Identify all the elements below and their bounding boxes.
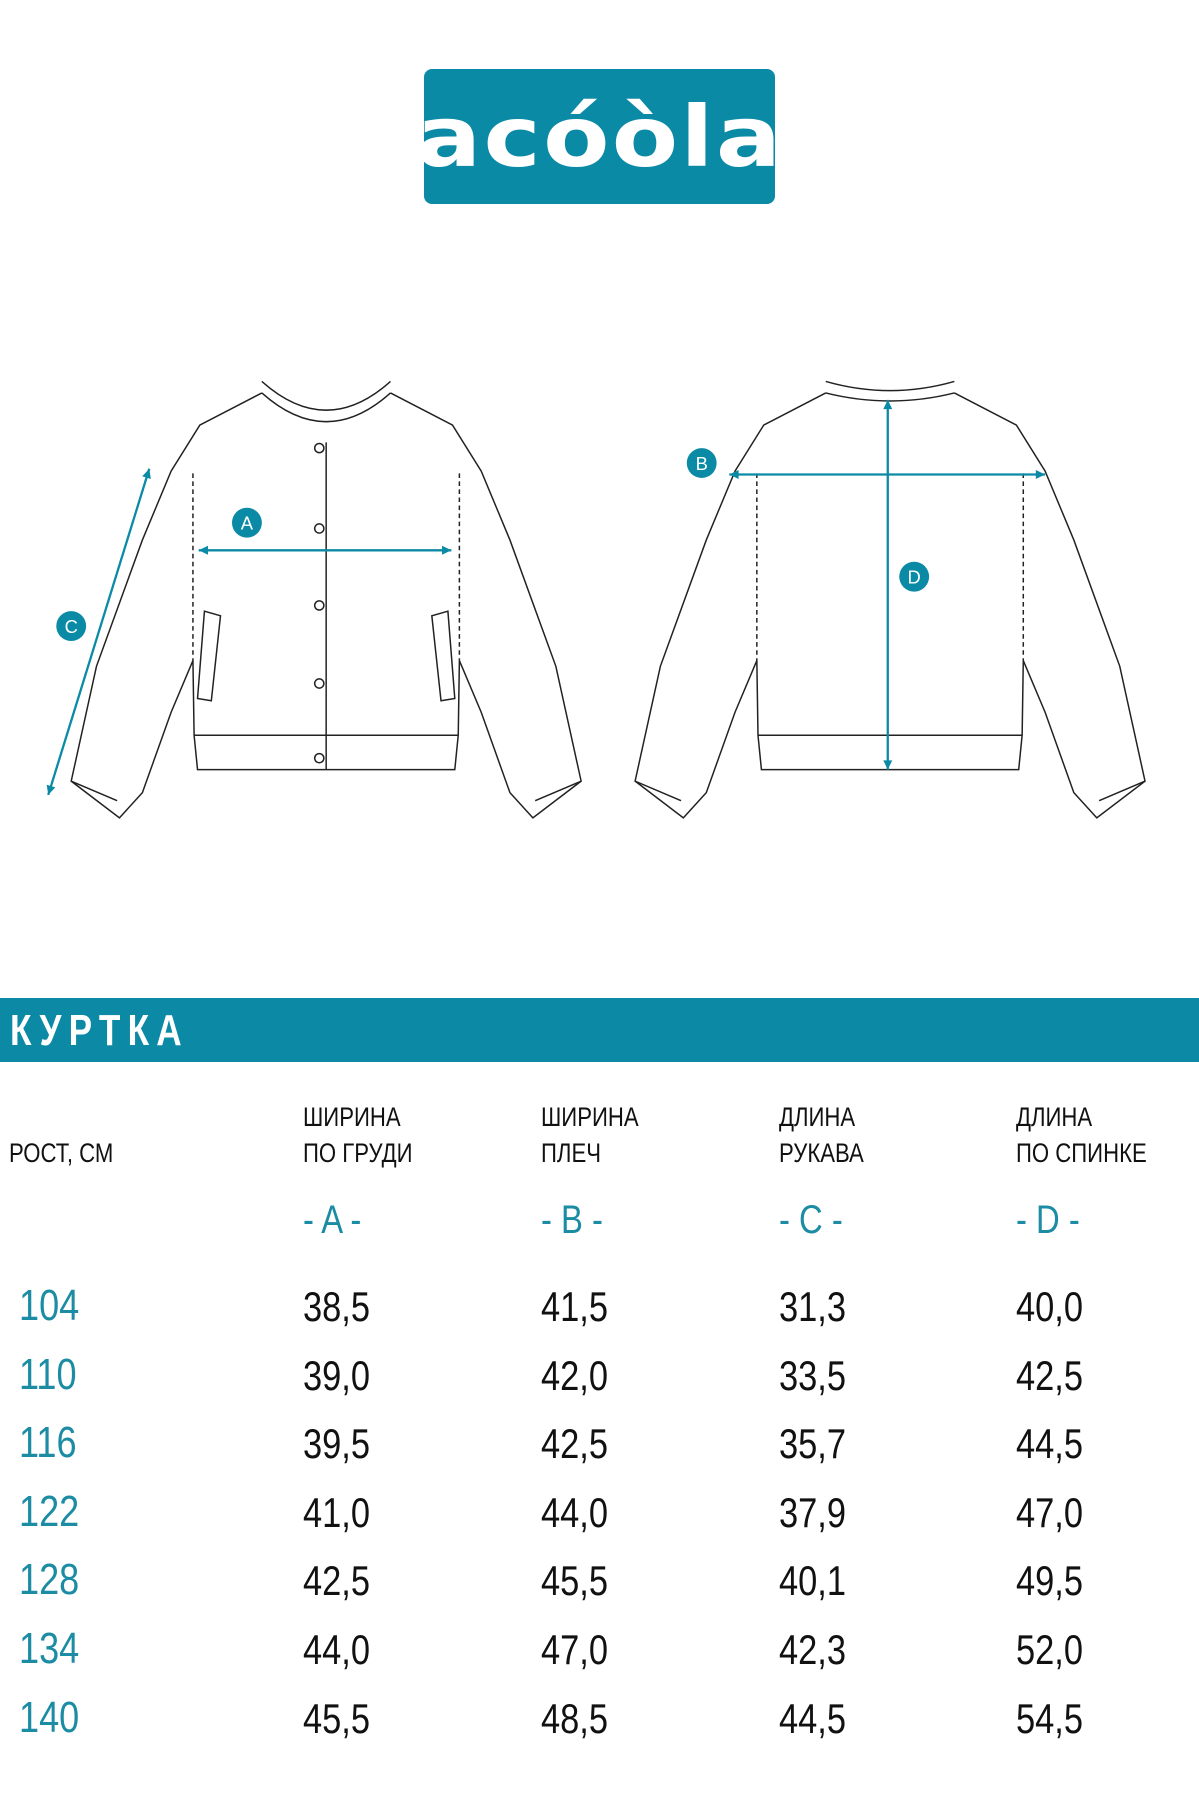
column-letter: - C -: [779, 1198, 843, 1242]
svg-text:D: D: [908, 567, 921, 588]
value-cell: 47,0: [1016, 1488, 1084, 1536]
value-cell: 44,0: [303, 1626, 371, 1673]
logo-text: acóòla: [415, 87, 784, 186]
size-cell: 134: [19, 1624, 80, 1673]
value-cell: 47,0: [541, 1626, 609, 1673]
svg-text:C: C: [65, 616, 78, 637]
size-cell: 104: [19, 1281, 80, 1330]
value-cell: 45,5: [303, 1694, 371, 1742]
height-header: РОСТ, СМ: [9, 1138, 114, 1168]
column-header: ДЛИНА ПО СПИНКЕ: [1016, 1102, 1147, 1168]
value-cell: 37,9: [779, 1488, 847, 1536]
value-cell: 49,5: [1016, 1557, 1084, 1605]
product-banner: КУРТКА: [0, 998, 1199, 1062]
column-letter: - A -: [303, 1198, 362, 1242]
column-header: ДЛИНА РУКАВА: [779, 1102, 864, 1168]
column-header: ШИРИНА ПО ГРУДИ: [303, 1102, 413, 1168]
value-cell: 33,5: [779, 1351, 847, 1399]
arrow-a: [198, 545, 452, 555]
value-cell: 42,0: [541, 1351, 609, 1399]
size-cell: 140: [19, 1692, 80, 1742]
size-cell: 116: [19, 1418, 77, 1468]
value-cell: 38,5: [303, 1283, 371, 1330]
value-cell: 44,0: [541, 1488, 609, 1536]
value-cell: 41,5: [541, 1283, 609, 1330]
measure-label-a: A: [231, 507, 262, 538]
value-cell: 48,5: [541, 1694, 609, 1742]
svg-text:A: A: [241, 513, 254, 534]
value-cell: 31,3: [779, 1283, 847, 1330]
value-cell: 40,1: [779, 1557, 847, 1605]
value-cell: 54,5: [1016, 1694, 1084, 1742]
svg-text:B: B: [696, 453, 708, 474]
value-cell: 44,5: [1016, 1420, 1084, 1468]
size-cell: 110: [19, 1349, 77, 1399]
value-cell: 42,5: [541, 1420, 609, 1468]
column-header: ШИРИНА ПЛЕЧ: [541, 1102, 639, 1168]
measure-label-d: D: [899, 561, 930, 592]
measure-label-c: C: [56, 611, 87, 642]
value-cell: 44,5: [779, 1694, 847, 1742]
brand-logo: acóòla: [416, 69, 781, 204]
value-cell: 39,5: [303, 1420, 371, 1468]
column-letter: - D -: [1016, 1198, 1080, 1242]
value-cell: 39,0: [303, 1351, 371, 1399]
arrow-d: [883, 399, 893, 770]
measure-label-b: B: [686, 448, 717, 478]
size-cell: 128: [19, 1555, 80, 1605]
value-cell: 42,3: [779, 1626, 847, 1673]
product-title: КУРТКА: [10, 1006, 189, 1055]
column-letter: - B -: [541, 1198, 603, 1242]
value-cell: 41,0: [303, 1488, 371, 1536]
arrow-c: [46, 468, 151, 796]
size-cell: 122: [19, 1486, 80, 1536]
back-jacket: [634, 380, 1146, 819]
value-cell: 52,0: [1016, 1626, 1084, 1673]
value-cell: 42,5: [303, 1557, 371, 1605]
value-cell: 42,5: [1016, 1351, 1084, 1399]
value-cell: 40,0: [1016, 1283, 1084, 1330]
value-cell: 45,5: [541, 1557, 609, 1605]
front-jacket: [70, 380, 582, 819]
value-cell: 35,7: [779, 1420, 847, 1468]
